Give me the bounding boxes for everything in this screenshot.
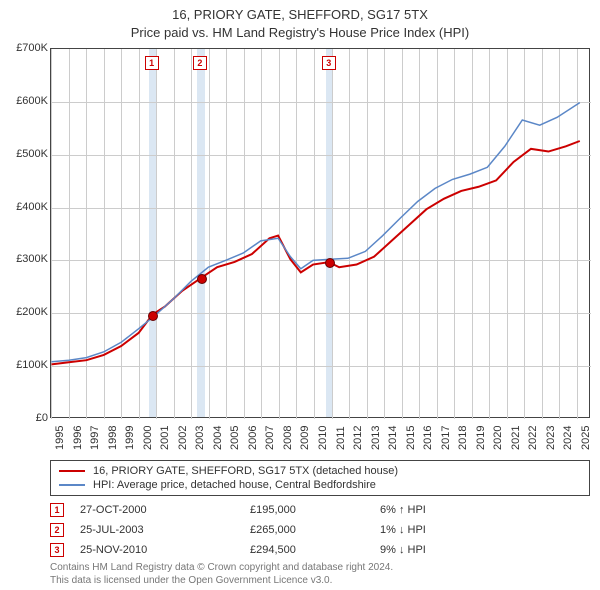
x-tick-label: 2000: [142, 426, 154, 450]
sale-delta: 6% ↑ HPI: [380, 504, 580, 516]
title-block: 16, PRIORY GATE, SHEFFORD, SG17 5TX Pric…: [0, 0, 600, 43]
sale-marker: 1: [50, 503, 64, 517]
x-tick-label: 2015: [405, 426, 417, 450]
x-tick-label: 2018: [457, 426, 469, 450]
legend-swatch: [59, 484, 85, 486]
y-tick-label: £400K: [2, 201, 48, 213]
sale-delta: 9% ↓ HPI: [380, 544, 580, 556]
sale-marker: 2: [50, 523, 64, 537]
x-tick-label: 2005: [229, 426, 241, 450]
sale-date: 25-NOV-2010: [80, 544, 250, 556]
x-tick-label: 2024: [562, 426, 574, 450]
sale-delta: 1% ↓ HPI: [380, 524, 580, 536]
legend-label: 16, PRIORY GATE, SHEFFORD, SG17 5TX (det…: [93, 465, 398, 477]
y-tick-label: £200K: [2, 306, 48, 318]
y-tick-label: £0: [2, 412, 48, 424]
x-tick-label: 2006: [247, 426, 259, 450]
x-tick-label: 2012: [352, 426, 364, 450]
x-tick-label: 1996: [72, 426, 84, 450]
y-tick-label: £500K: [2, 148, 48, 160]
chart-marker: 3: [322, 56, 336, 70]
x-tick-label: 2022: [527, 426, 539, 450]
x-tick-label: 2020: [492, 426, 504, 450]
plot-area: [50, 48, 590, 418]
x-tick-label: 2014: [387, 426, 399, 450]
legend-label: HPI: Average price, detached house, Cent…: [93, 479, 376, 491]
x-tick-label: 2001: [159, 426, 171, 450]
chart-container: 16, PRIORY GATE, SHEFFORD, SG17 5TX Pric…: [0, 0, 600, 590]
x-tick-label: 1995: [54, 426, 66, 450]
x-tick-label: 2002: [177, 426, 189, 450]
x-tick-label: 2019: [475, 426, 487, 450]
x-tick-label: 2013: [370, 426, 382, 450]
title-subtitle: Price paid vs. HM Land Registry's House …: [0, 24, 600, 42]
y-tick-label: £700K: [2, 42, 48, 54]
x-tick-label: 2010: [317, 426, 329, 450]
footer-note: Contains HM Land Registry data © Crown c…: [50, 562, 590, 587]
x-tick-label: 2009: [299, 426, 311, 450]
table-row: 2 25-JUL-2003 £265,000 1% ↓ HPI: [50, 520, 590, 540]
x-tick-label: 1998: [107, 426, 119, 450]
y-tick-label: £100K: [2, 359, 48, 371]
series-hpi: [51, 103, 579, 362]
x-tick-label: 2003: [194, 426, 206, 450]
x-tick-label: 2023: [545, 426, 557, 450]
footer-line: This data is licensed under the Open Gov…: [50, 575, 590, 588]
title-address: 16, PRIORY GATE, SHEFFORD, SG17 5TX: [0, 6, 600, 24]
legend-item-hpi: HPI: Average price, detached house, Cent…: [59, 478, 581, 492]
x-tick-label: 1997: [89, 426, 101, 450]
x-tick-label: 1999: [124, 426, 136, 450]
x-tick-label: 2016: [422, 426, 434, 450]
table-row: 1 27-OCT-2000 £195,000 6% ↑ HPI: [50, 500, 590, 520]
x-tick-label: 2025: [580, 426, 592, 450]
table-row: 3 25-NOV-2010 £294,500 9% ↓ HPI: [50, 540, 590, 560]
x-tick-label: 2007: [264, 426, 276, 450]
sale-date: 27-OCT-2000: [80, 504, 250, 516]
legend: 16, PRIORY GATE, SHEFFORD, SG17 5TX (det…: [50, 460, 590, 496]
y-tick-label: £300K: [2, 253, 48, 265]
sale-price: £265,000: [250, 524, 380, 536]
sale-marker: 3: [50, 543, 64, 557]
x-tick-label: 2021: [510, 426, 522, 450]
legend-swatch: [59, 470, 85, 472]
chart-marker: 2: [193, 56, 207, 70]
footer-line: Contains HM Land Registry data © Crown c…: [50, 562, 590, 575]
sales-table: 1 27-OCT-2000 £195,000 6% ↑ HPI 2 25-JUL…: [50, 500, 590, 560]
sale-point: [148, 311, 158, 321]
y-tick-label: £600K: [2, 95, 48, 107]
series-property: [51, 141, 579, 364]
x-tick-label: 2004: [212, 426, 224, 450]
sale-point: [197, 274, 207, 284]
line-plot: [51, 49, 589, 417]
legend-item-property: 16, PRIORY GATE, SHEFFORD, SG17 5TX (det…: [59, 464, 581, 478]
x-tick-label: 2008: [282, 426, 294, 450]
sale-point: [325, 258, 335, 268]
sale-price: £294,500: [250, 544, 380, 556]
sale-price: £195,000: [250, 504, 380, 516]
x-tick-label: 2011: [335, 426, 347, 450]
sale-date: 25-JUL-2003: [80, 524, 250, 536]
x-tick-label: 2017: [440, 426, 452, 450]
chart-marker: 1: [145, 56, 159, 70]
